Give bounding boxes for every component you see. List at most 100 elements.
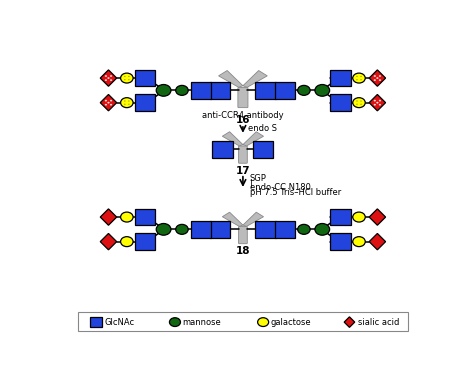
Bar [90, 317, 102, 327]
Polygon shape [369, 95, 386, 111]
Text: sialic acid: sialic acid [358, 318, 400, 326]
Circle shape [176, 224, 188, 234]
Circle shape [353, 237, 365, 247]
Circle shape [156, 223, 171, 235]
Bar [135, 209, 155, 225]
Circle shape [128, 79, 130, 80]
Circle shape [124, 100, 126, 102]
Circle shape [356, 76, 358, 77]
Bar [210, 82, 230, 98]
Bar [255, 82, 276, 98]
Text: endo S: endo S [248, 124, 277, 133]
Bar [330, 209, 351, 225]
Circle shape [120, 212, 133, 222]
FancyBboxPatch shape [238, 226, 247, 244]
Circle shape [374, 75, 376, 77]
Bar [210, 221, 230, 238]
Bar [274, 221, 295, 238]
Polygon shape [243, 212, 264, 226]
Text: 16: 16 [236, 115, 250, 125]
Polygon shape [100, 95, 117, 111]
Polygon shape [243, 132, 264, 146]
Polygon shape [222, 212, 243, 226]
Circle shape [376, 102, 378, 103]
Bar [255, 221, 276, 238]
Circle shape [156, 84, 171, 96]
Text: galactose: galactose [271, 318, 311, 326]
Circle shape [124, 104, 126, 105]
Circle shape [120, 98, 133, 108]
Circle shape [379, 104, 381, 106]
Circle shape [105, 79, 107, 81]
Circle shape [110, 75, 112, 77]
Bar [191, 82, 211, 98]
Bar [135, 95, 155, 111]
Text: GlcNAc: GlcNAc [104, 318, 134, 326]
Circle shape [176, 86, 188, 95]
Bar [330, 95, 351, 111]
Circle shape [128, 76, 130, 77]
Circle shape [110, 79, 112, 81]
Text: anti-CCR4 antibody: anti-CCR4 antibody [202, 111, 284, 120]
Circle shape [124, 76, 126, 77]
Polygon shape [100, 209, 117, 225]
Circle shape [128, 104, 130, 105]
Text: 17: 17 [236, 166, 250, 176]
Bar [330, 233, 351, 250]
Bar [274, 82, 295, 98]
Text: mannose: mannose [182, 318, 221, 326]
Bar [135, 70, 155, 86]
Circle shape [120, 73, 133, 83]
Circle shape [356, 104, 358, 105]
Circle shape [379, 100, 381, 101]
Bar [191, 221, 211, 238]
Circle shape [356, 100, 358, 102]
Circle shape [120, 237, 133, 247]
Circle shape [315, 84, 329, 96]
Circle shape [315, 223, 329, 235]
Polygon shape [100, 70, 117, 86]
FancyBboxPatch shape [238, 146, 247, 163]
Text: pH 7.5 Tris–HCl buffer: pH 7.5 Tris–HCl buffer [249, 188, 341, 197]
Bar [330, 70, 351, 86]
Circle shape [124, 79, 126, 80]
Circle shape [110, 104, 112, 106]
Circle shape [374, 79, 376, 81]
Text: endo-CC N180: endo-CC N180 [249, 183, 310, 192]
Bar [253, 141, 273, 158]
Circle shape [360, 100, 362, 102]
Circle shape [110, 100, 112, 101]
Bar [212, 141, 233, 158]
Circle shape [298, 224, 310, 234]
Circle shape [298, 86, 310, 95]
Circle shape [105, 104, 107, 106]
Polygon shape [219, 71, 243, 87]
Polygon shape [369, 209, 386, 225]
Bar [78, 312, 408, 331]
Text: |: | [249, 179, 253, 188]
Polygon shape [369, 233, 386, 250]
Polygon shape [243, 71, 267, 87]
Circle shape [374, 100, 376, 101]
Circle shape [128, 100, 130, 102]
Circle shape [360, 79, 362, 80]
Circle shape [376, 77, 378, 79]
Circle shape [105, 100, 107, 101]
Circle shape [105, 75, 107, 77]
Polygon shape [344, 317, 355, 328]
Circle shape [360, 104, 362, 105]
Circle shape [379, 79, 381, 81]
Circle shape [353, 73, 365, 83]
FancyBboxPatch shape [238, 87, 248, 108]
Circle shape [108, 102, 109, 103]
Polygon shape [100, 233, 117, 250]
Circle shape [170, 318, 181, 326]
Polygon shape [222, 132, 243, 146]
Text: SGP: SGP [249, 174, 266, 183]
Circle shape [360, 76, 362, 77]
Text: 18: 18 [236, 246, 250, 256]
Circle shape [374, 104, 376, 106]
Circle shape [108, 77, 109, 79]
Bar [135, 233, 155, 250]
Circle shape [379, 75, 381, 77]
